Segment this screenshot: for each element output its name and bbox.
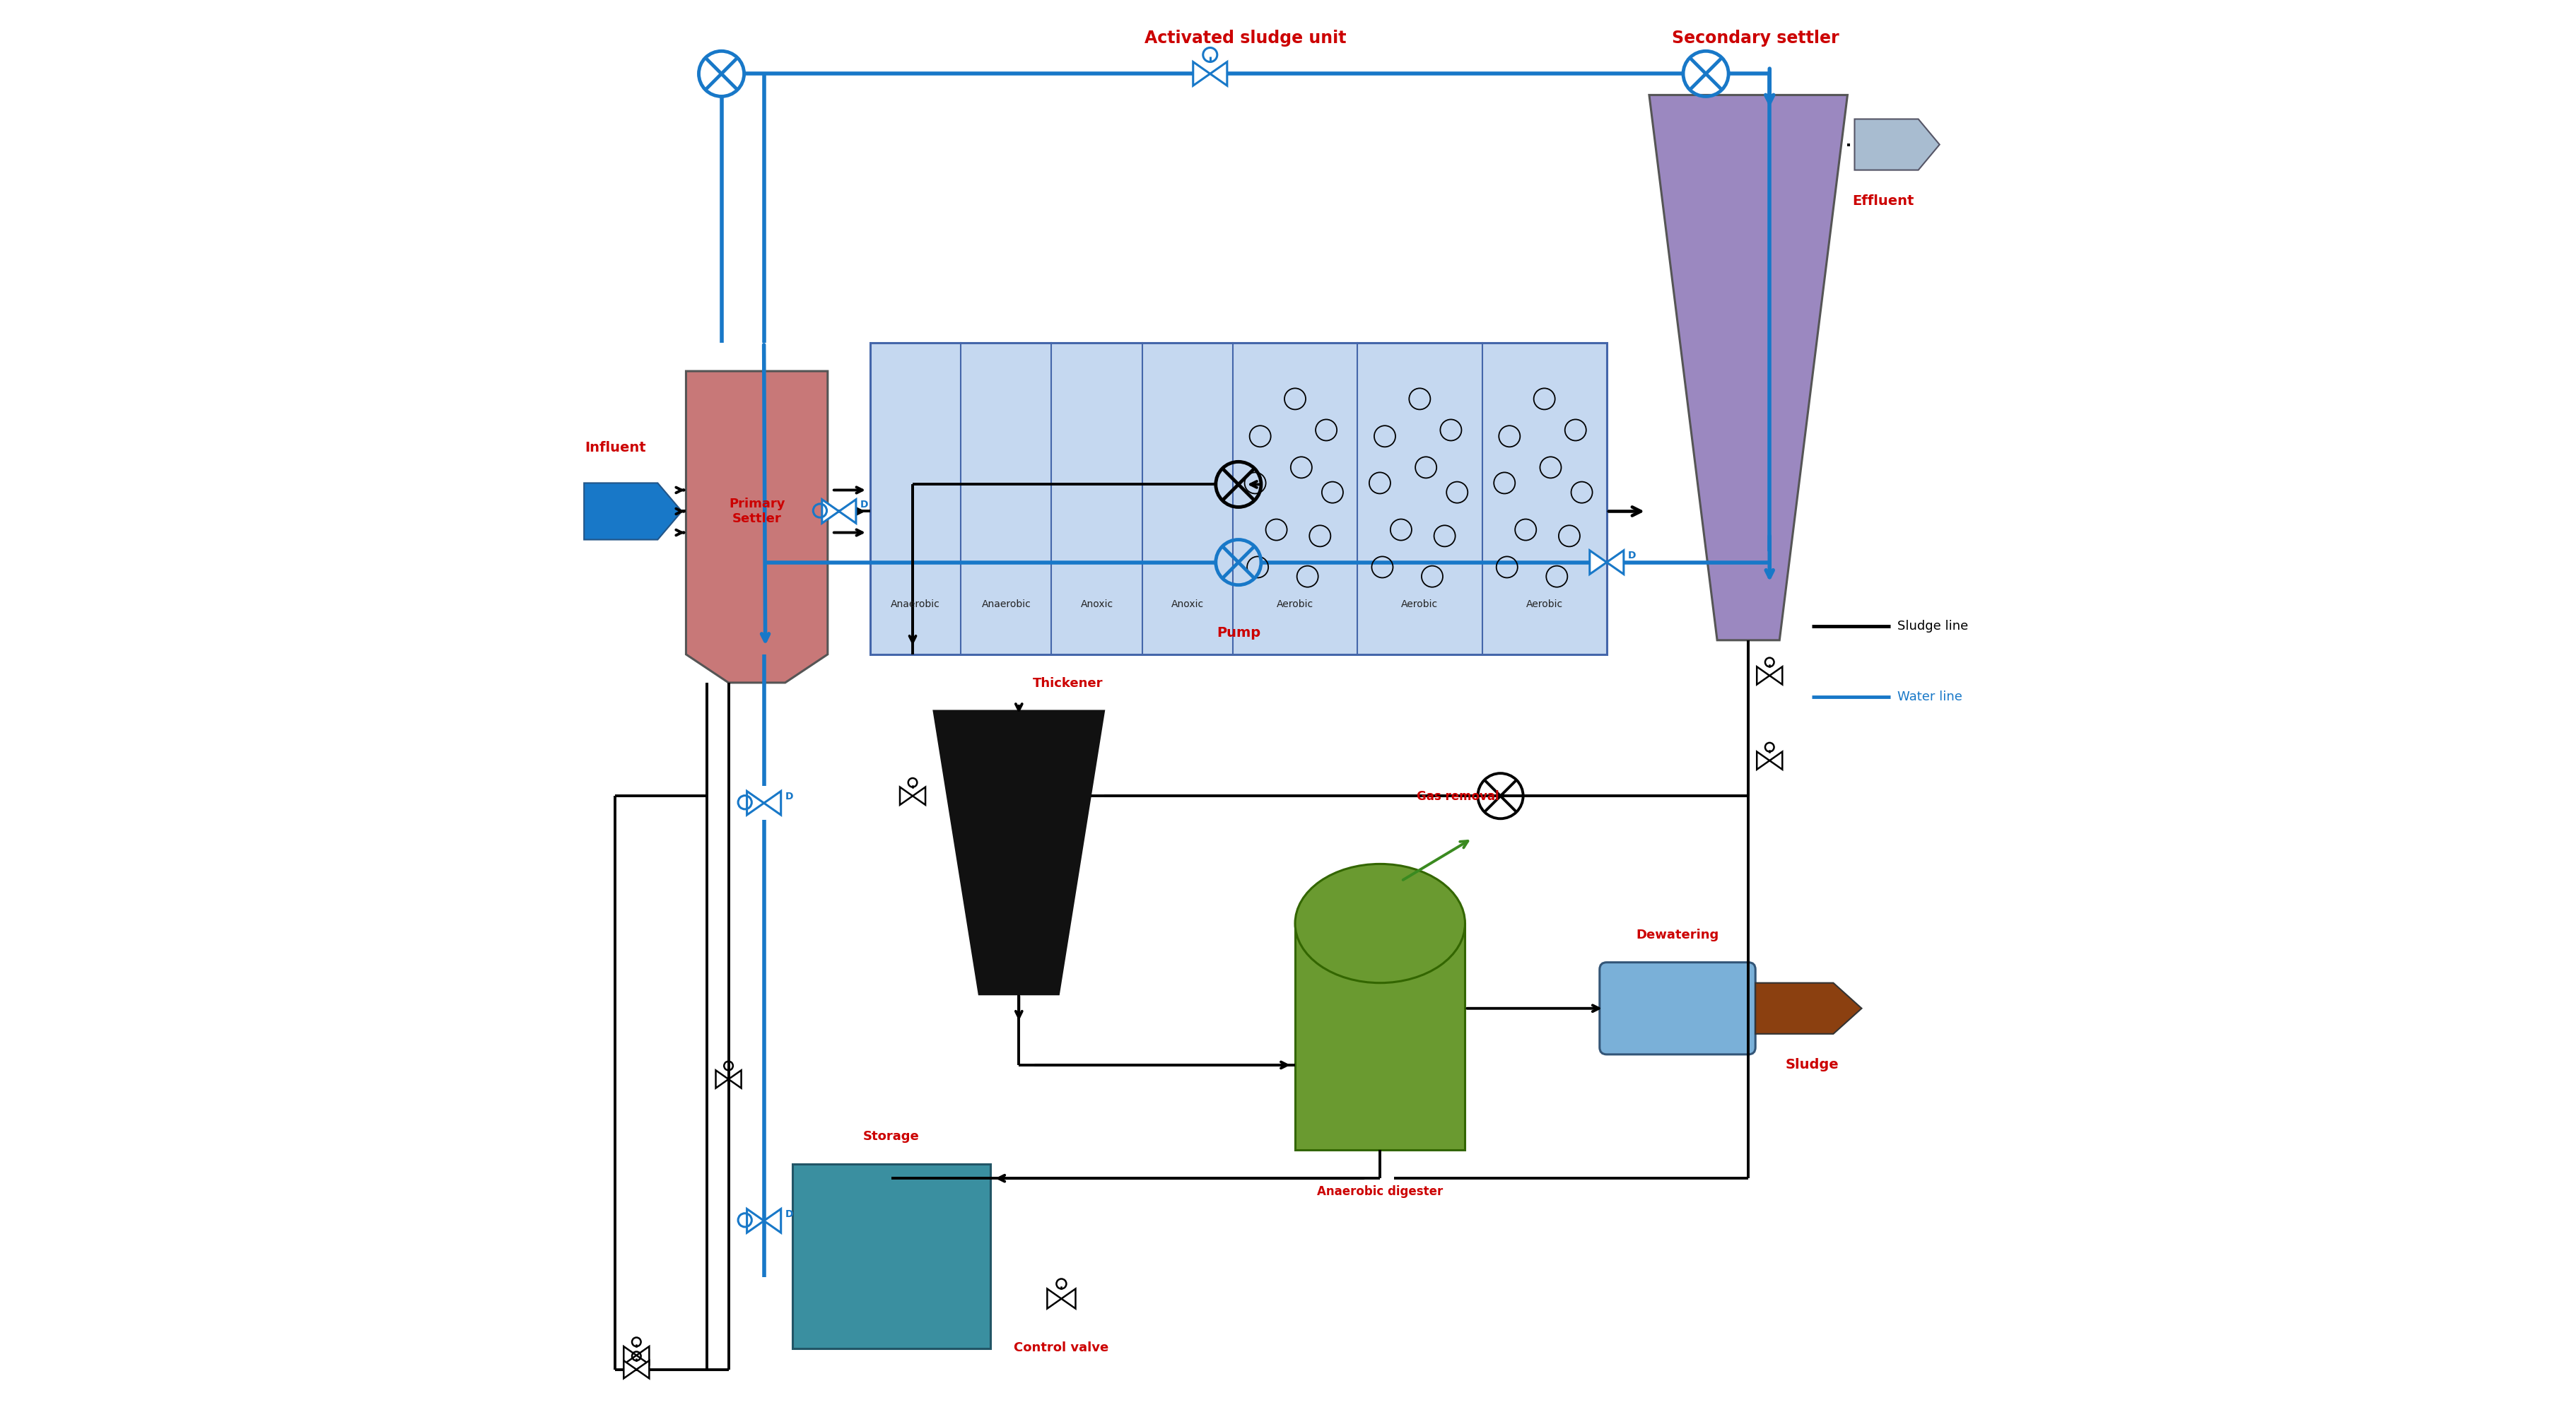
Text: Activated sludge unit: Activated sludge unit [1144,30,1347,47]
Text: Aerobic: Aerobic [1278,600,1314,610]
Polygon shape [685,371,827,683]
Polygon shape [729,1071,742,1088]
Polygon shape [1607,550,1623,574]
Text: Effluent: Effluent [1852,195,1914,208]
Polygon shape [822,499,840,523]
Text: Anoxic: Anoxic [1079,600,1113,610]
Text: Anaerobic: Anaerobic [891,600,940,610]
Polygon shape [840,499,855,523]
Text: Pump: Pump [1216,626,1260,640]
Ellipse shape [1296,865,1466,983]
Polygon shape [1770,667,1783,684]
Text: Secondary settler: Secondary settler [1672,30,1839,47]
Text: D: D [786,791,793,801]
Text: Anoxic: Anoxic [1172,600,1203,610]
Bar [793,1165,992,1348]
Polygon shape [747,1209,765,1233]
Polygon shape [1193,61,1211,85]
Text: D: D [860,499,868,509]
Polygon shape [747,791,765,815]
Text: Storage: Storage [863,1130,920,1143]
Text: Sludge: Sludge [1785,1058,1839,1071]
Polygon shape [636,1361,649,1378]
Polygon shape [765,791,781,815]
Text: Aerobic: Aerobic [1401,600,1437,610]
Polygon shape [912,786,925,805]
Polygon shape [636,1347,649,1364]
Text: D: D [786,1209,793,1219]
Text: Influent: Influent [585,441,647,455]
Text: Control valve: Control valve [1015,1341,1108,1354]
Polygon shape [1757,667,1770,684]
Polygon shape [765,1209,781,1233]
Polygon shape [1649,95,1847,640]
Polygon shape [716,1071,729,1088]
Polygon shape [1770,752,1783,769]
Bar [1296,923,1466,1150]
Polygon shape [899,786,912,805]
Polygon shape [1061,1288,1077,1308]
Text: Gas removal: Gas removal [1417,791,1499,803]
Polygon shape [1757,752,1770,769]
Polygon shape [623,1347,636,1364]
Text: Anaerobic: Anaerobic [981,600,1030,610]
Polygon shape [1589,550,1607,574]
FancyBboxPatch shape [1600,963,1754,1054]
Polygon shape [1855,119,1940,171]
Text: Aerobic: Aerobic [1525,600,1564,610]
Text: Water line: Water line [1896,691,1963,704]
Polygon shape [1211,61,1226,85]
Polygon shape [1048,1288,1061,1308]
Text: D: D [1628,550,1636,560]
Text: Thickener: Thickener [1033,677,1103,690]
Text: Dewatering: Dewatering [1636,929,1718,941]
Bar [871,343,1607,654]
Polygon shape [1754,983,1862,1034]
Polygon shape [623,1361,636,1378]
Text: Anaerobic digester: Anaerobic digester [1316,1186,1443,1199]
Polygon shape [585,483,683,540]
Polygon shape [935,711,1105,994]
Text: Sludge line: Sludge line [1896,620,1968,633]
Text: Primary
Settler: Primary Settler [729,498,786,525]
